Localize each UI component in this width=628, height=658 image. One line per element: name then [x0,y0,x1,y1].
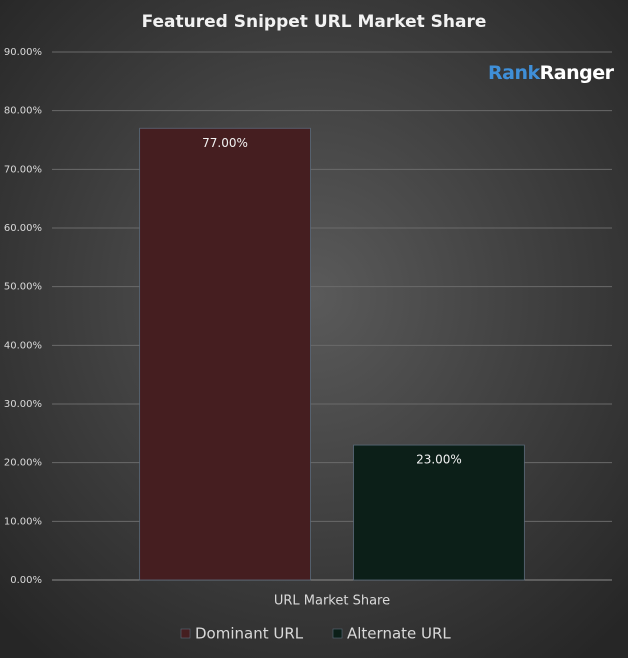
x-tick-label: URL Market Share [274,594,390,609]
legend-label: Dominant URL [195,625,304,643]
logo: RankRanger [488,62,615,84]
data-label: 77.00% [202,136,248,150]
y-tick-label: 60.00% [4,223,42,234]
y-tick-label: 0.00% [10,575,42,586]
y-tick-label: 90.00% [4,47,42,58]
logo-part: Ranger [540,62,615,84]
y-tick-label: 50.00% [4,282,42,293]
logo-part: Rank [488,62,540,84]
legend-label: Alternate URL [347,625,451,643]
y-tick-label: 40.00% [4,340,42,351]
legend-swatch [180,628,191,639]
chart-title: Featured Snippet URL Market Share [142,12,487,32]
y-tick-label: 30.00% [4,399,42,410]
y-tick-label: 70.00% [4,164,42,175]
y-tick-label: 10.00% [4,516,42,527]
legend-swatch [332,628,343,639]
bar [353,444,525,581]
y-tick-label: 20.00% [4,458,42,469]
data-label: 23.00% [416,453,462,467]
bar [139,127,311,581]
y-tick-label: 80.00% [4,106,42,117]
